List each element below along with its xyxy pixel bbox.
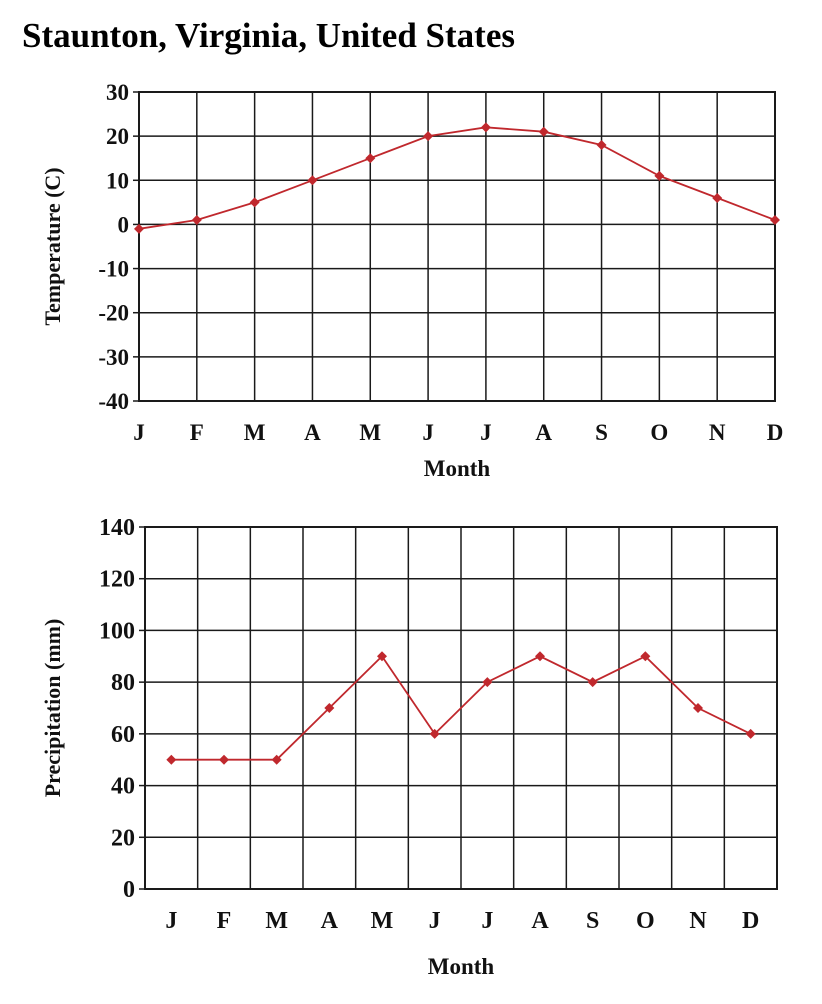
precipitation-y-tick-label: 100	[99, 618, 135, 644]
precipitation-x-tick-label: M	[265, 908, 288, 934]
precipitation-y-axis-title: Precipitation (mm)	[40, 619, 65, 798]
precipitation-x-tick-label: M	[371, 908, 394, 934]
precipitation-x-axis-title: Month	[428, 954, 495, 979]
temperature-x-tick-label: N	[709, 420, 726, 445]
precipitation-data-point	[482, 677, 493, 688]
precipitation-data-point	[587, 677, 598, 688]
temperature-x-axis-title: Month	[424, 456, 491, 481]
precipitation-data-point	[271, 754, 282, 765]
temperature-x-tick-label: A	[304, 420, 321, 445]
precipitation-x-tick-label: O	[636, 908, 655, 934]
temperature-data-point	[134, 223, 144, 234]
temperature-data-point	[365, 153, 376, 164]
temperature-x-tick-label: D	[767, 420, 784, 445]
precipitation-x-tick-label: A	[321, 908, 339, 934]
precipitation-data-point	[535, 651, 545, 662]
temperature-x-tick-label: F	[190, 420, 204, 445]
temperature-y-tick-label: 10	[106, 168, 129, 193]
temperature-y-tick-label: -20	[98, 301, 129, 326]
precipitation-data-point	[219, 754, 229, 765]
temperature-plot-frame	[138, 91, 776, 402]
precipitation-data-point	[693, 703, 703, 713]
precipitation-x-tick-label: S	[586, 908, 599, 934]
precipitation-x-tick-label: J	[481, 908, 493, 934]
temperature-data-point	[480, 122, 491, 133]
precipitation-x-tick-label: A	[531, 908, 549, 934]
precipitation-data-point	[166, 754, 177, 765]
temperature-x-tick-label: J	[480, 420, 492, 445]
temperature-data-point	[307, 175, 318, 186]
temperature-x-tick-label: J	[133, 420, 145, 445]
temperature-x-tick-label: S	[595, 420, 608, 445]
temperature-data-point	[191, 215, 202, 226]
temperature-x-tick-label: M	[359, 420, 381, 445]
temperature-data-point	[596, 139, 607, 150]
precipitation-y-tick-label: 140	[99, 515, 135, 541]
precipitation-x-tick-label: J	[165, 908, 177, 934]
temperature-data-point	[249, 197, 260, 208]
temperature-x-tick-label: M	[244, 420, 266, 445]
precipitation-y-tick-label: 60	[111, 722, 135, 748]
temperature-y-tick-label: -10	[98, 257, 129, 282]
temperature-x-tick-label: A	[535, 420, 552, 445]
precipitation-x-tick-label: F	[217, 908, 232, 934]
precipitation-plot-frame	[144, 526, 778, 890]
temperature-x-tick-label: O	[650, 420, 668, 445]
temperature-data-point	[712, 192, 723, 203]
precipitation-y-tick-label: 20	[111, 825, 135, 851]
page-title: Staunton, Virginia, United States	[22, 16, 515, 55]
precipitation-y-tick-label: 0	[123, 877, 135, 903]
precipitation-y-tick-label: 120	[99, 567, 135, 593]
precipitation-x-tick-label: J	[429, 908, 441, 934]
precipitation-x-tick-label: D	[742, 908, 759, 934]
precipitation-y-tick-label: 40	[111, 774, 135, 800]
precipitation-data-point	[745, 728, 756, 739]
temperature-y-tick-label: 0	[118, 212, 130, 237]
temperature-data-point	[538, 126, 549, 137]
temperature-y-tick-label: -40	[98, 389, 129, 414]
precipitation-data-point	[429, 728, 440, 739]
precipitation-data-point	[377, 651, 387, 662]
temperature-data-point	[423, 131, 434, 142]
precipitation-series-line	[171, 654, 752, 761]
temperature-y-tick-label: 20	[106, 124, 129, 149]
temperature-data-point	[770, 215, 780, 226]
precipitation-x-tick-label: N	[689, 908, 707, 934]
temperature-y-tick-label: -30	[98, 345, 129, 370]
temperature-y-tick-label: 30	[106, 80, 129, 105]
precipitation-data-point	[640, 651, 651, 662]
temperature-x-tick-label: J	[422, 420, 434, 445]
precipitation-y-tick-label: 80	[111, 670, 135, 696]
temperature-series-line	[138, 126, 776, 230]
temperature-data-point	[654, 170, 665, 181]
precipitation-data-point	[324, 703, 335, 713]
temperature-y-axis-title: Temperature (C)	[40, 167, 65, 325]
